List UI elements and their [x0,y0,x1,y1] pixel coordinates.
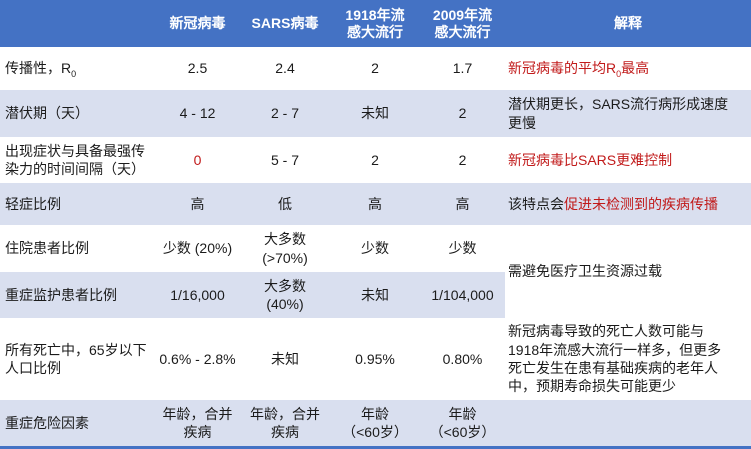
table-row-symptom-interval: 出现症状与具备最强传 染力的时间间隔（天） 0 5 - 7 2 2 新冠病毒比S… [0,137,751,183]
value-cell: 低 [278,195,292,212]
value-cell: 大多数 (40%) [264,277,306,312]
header-row: 新冠病毒 SARS病毒 1918年流 感大流行 2009年流 感大流行 解释 [0,0,751,47]
column-header-blank [0,0,155,47]
value-cell: 未知 [271,350,299,367]
value-cell: 2 [371,60,379,77]
value-cell: 2 [371,151,379,168]
explanation-cell: 潜伏期更长，SARS流行病形成速度 更慢 [508,96,729,131]
value-cell: 高 [455,195,470,212]
value-cell: 年龄 （<60岁） [429,405,496,440]
column-header-sars: SARS病毒 [240,0,330,47]
row-label-text: 传播性，R [5,60,72,77]
row-label: 传播性，R0 [0,47,155,90]
table-row-hospitalized: 住院患者比例 少数 (20%) 大多数 (>70%) 少数 少数 需避免医疗卫生… [0,225,751,318]
value-cell: 0.80% [442,350,483,367]
column-header-2009-flu: 2009年流 感大流行 [420,0,505,47]
value-cell: 1/16,000 [170,286,225,303]
row-label: 潜伏期（天） [5,105,89,122]
row-label: 轻症比例 [5,195,61,212]
value-cell: 2 [458,151,467,168]
value-cell: 2.5 [187,60,208,77]
row-label: 住院患者比例 [5,240,89,257]
explanation-cell-merged: 需避免医疗卫生资源过载 [505,225,751,318]
value-cell: 2 [458,105,467,122]
explanation-cell: 新冠病毒的平均R0最高 [505,47,751,90]
table-row-mild-cases: 轻症比例 高 低 高 高 该特点会促进未检测到的疾病传播 [0,183,751,225]
value-cell: 0.6% - 2.8% [159,350,236,367]
value-cell: 高 [190,195,205,212]
value-cell: 少数 [448,240,477,257]
value-cell: 5 - 7 [270,151,299,168]
bottom-accent-bar [0,446,751,449]
table-row-incubation: 潜伏期（天） 4 - 12 2 - 7 未知 2 潜伏期更长，SARS流行病形成… [0,90,751,137]
value-cell: 大多数 (>70%) [262,231,308,266]
explanation-text: 新冠病毒的平均R [508,60,617,77]
value-cell: 少数 [361,240,389,257]
value-cell: 0.95% [355,350,395,367]
explanation-text: 该特点会 [508,195,564,212]
value-cell: 少数 (20%) [162,240,233,257]
row-label-subscript: 0 [71,69,77,80]
value-cell: 2.4 [275,60,295,77]
column-header-explanation: 解释 [505,0,751,47]
row-label: 重症监护患者比例 [5,286,117,303]
value-cell: 未知 [361,105,389,122]
value-cell: 2 - 7 [270,105,299,122]
explanation-subscript: 0 [616,69,622,80]
explanation-cell: 该特点会促进未检测到的疾病传播 [505,183,751,225]
value-cell: 高 [368,195,382,212]
explanation-text-red: 促进未检测到的疾病传播 [564,195,718,212]
value-cell: 未知 [361,286,389,303]
column-header-covid: 新冠病毒 [155,0,240,47]
explanation-cell: 新冠病毒比SARS更难控制 [508,151,673,168]
explanation-text: 最高 [621,60,650,77]
value-cell: 0 [193,151,202,168]
value-cell: 年龄，合并 疾病 [250,405,320,440]
row-label: 出现症状与具备最强传 染力的时间间隔（天） [5,142,145,177]
table-row-transmissibility: 传播性，R0 2.5 2.4 2 1.7 新冠病毒的平均R0最高 [0,47,751,90]
value-cell: 1.7 [452,60,473,77]
table-row-severe-risk-factors: 重症危险因素 年龄，合并 疾病 年龄，合并 疾病 年龄 （<60岁） 年龄 （<… [0,400,751,446]
value-cell: 4 - 12 [179,105,216,122]
column-header-1918-flu: 1918年流 感大流行 [330,0,420,47]
row-label: 所有死亡中，65岁以下 人口比例 [5,341,147,376]
value-cell: 年龄，合并 疾病 [162,405,233,440]
value-cell: 1/104,000 [431,286,494,303]
explanation-cell [505,400,751,446]
table-row-deaths-under-65: 所有死亡中，65岁以下 人口比例 0.6% - 2.8% 未知 0.95% 0.… [0,318,751,400]
value-cell: 年龄 （<60岁） [342,405,408,440]
row-label: 重症危险因素 [5,414,89,431]
explanation-cell: 新冠病毒导致的死亡人数可能与 1918年流感大流行一样多，但更多 死亡发生在患有… [508,323,722,395]
